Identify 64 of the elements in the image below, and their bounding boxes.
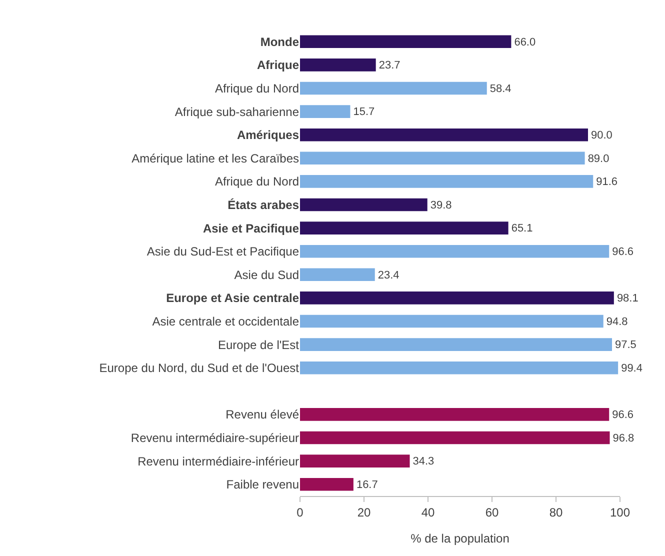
- bar: [300, 292, 614, 304]
- y-tick-label: Revenu intermédiaire-supérieur: [130, 430, 299, 445]
- data-label: 16.7: [356, 479, 378, 492]
- data-label: 15.7: [353, 106, 375, 118]
- x-tick-label: 40: [421, 505, 435, 520]
- data-label: 99.4: [621, 362, 642, 375]
- y-tick-label: Amérique latine et les Caraïbes: [132, 151, 299, 166]
- data-label: 23.4: [378, 269, 400, 282]
- bar: [300, 128, 588, 142]
- y-tick-label: Afrique du Nord: [214, 174, 299, 189]
- x-axis-title: % de la population: [410, 531, 510, 546]
- y-tick-label: Revenu intermédiaire-inférieur: [138, 454, 299, 468]
- y-tick-label: États arabes: [228, 198, 300, 212]
- y-tick-label: Revenu élevé: [226, 408, 300, 422]
- x-tick-label: 100: [610, 505, 630, 520]
- x-tick-label: 0: [296, 505, 304, 520]
- bar: [300, 454, 410, 468]
- data-label: 96.6: [612, 246, 634, 258]
- bar: [300, 82, 487, 95]
- y-tick-label: Afrique sub-saharienne: [174, 104, 300, 119]
- y-tick-label: Asie du Sud: [234, 268, 299, 282]
- bar: [300, 338, 612, 351]
- bar: [300, 431, 610, 444]
- y-tick-label: Europe de l'Est: [218, 338, 300, 352]
- data-label: 34.3: [412, 456, 434, 468]
- data-label: 90.0: [591, 130, 612, 142]
- y-tick-label: Asie et Pacifique: [202, 221, 300, 236]
- y-tick-label: Asie du Sud-Est et Pacifique: [146, 244, 300, 259]
- data-label: 91.6: [596, 176, 618, 188]
- bar: [300, 175, 594, 188]
- x-tick-label: 20: [357, 505, 371, 520]
- data-label: 97.5: [615, 339, 636, 352]
- data-label: 96.8: [612, 432, 634, 444]
- bar: [300, 244, 610, 258]
- x-tick-label: 60: [485, 505, 499, 520]
- y-tick-label: Europe et Asie centrale: [166, 291, 300, 306]
- bar: [300, 361, 618, 374]
- bar: [300, 268, 375, 282]
- bar: [300, 478, 354, 491]
- data-label: 23.7: [378, 60, 400, 72]
- y-tick-label: Faible revenu: [226, 478, 299, 492]
- data-label: 39.8: [430, 199, 452, 212]
- y-tick-label: Afrique: [257, 58, 300, 72]
- x-tick-label: 80: [549, 505, 563, 520]
- y-tick-label: Amériques: [236, 128, 300, 142]
- data-label: 65.1: [511, 222, 533, 235]
- data-label: 89.0: [588, 152, 610, 165]
- bar: [300, 58, 376, 72]
- data-label: 66.0: [514, 36, 536, 48]
- bar: [300, 314, 604, 328]
- bar: [300, 222, 508, 234]
- bar: [300, 105, 350, 118]
- y-tick-label: Asie centrale et occidentale: [152, 314, 300, 328]
- bar: [300, 198, 428, 212]
- data-label: 96.6: [612, 409, 634, 422]
- bar: [300, 152, 585, 165]
- data-label: 98.1: [616, 292, 638, 305]
- y-tick-label: Europe du Nord, du Sud et de l'Ouest: [99, 361, 300, 376]
- y-tick-label: Afrique du Nord: [214, 81, 299, 96]
- bar: [300, 408, 610, 421]
- bar: [300, 35, 512, 48]
- y-tick-label: Monde: [260, 34, 300, 49]
- data-label: 94.8: [606, 316, 628, 328]
- data-label: 58.4: [490, 82, 512, 95]
